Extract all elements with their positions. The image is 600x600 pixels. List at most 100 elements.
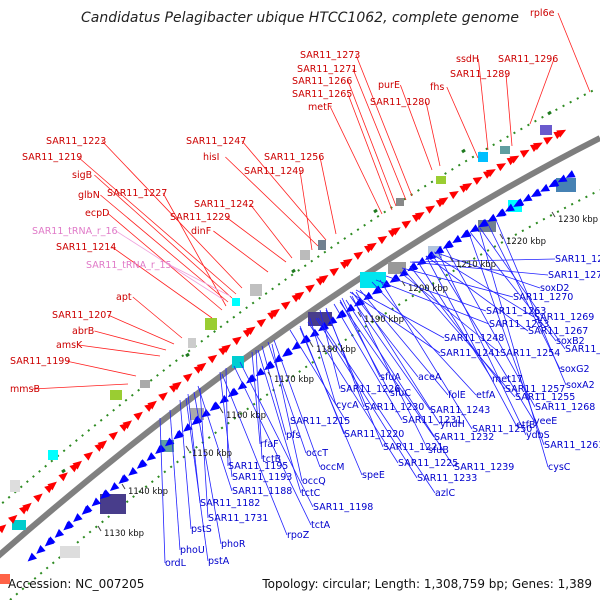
reverse-gene-label[interactable]: sfuC [390,388,411,399]
forward-gene-label[interactable]: glbN [78,190,100,201]
reverse-gene-label[interactable]: etfA [476,390,496,401]
reverse-gene-label[interactable]: SAR11_1263 [486,306,546,317]
reverse-gene-label[interactable]: SAR11_1198 [313,502,373,513]
reverse-gene-label[interactable]: ydbS [526,430,550,441]
reverse-gene-label[interactable]: cysC [548,462,571,473]
forward-gene-label[interactable]: abrB [72,326,94,337]
reverse-gene-label[interactable]: SAR11_1193 [232,472,292,483]
forward-gene-label[interactable]: metF [308,102,332,113]
forward-gene-label[interactable]: SAR11_1271 [297,64,357,75]
reverse-gene-label[interactable]: SAR11_1225 [398,458,458,469]
forward-gene-label[interactable]: SAR11_1223 [46,136,106,147]
reverse-gene-label[interactable]: SAR11_1226 [340,384,400,395]
forward-gene-label[interactable]: SAR11_1296 [498,54,558,65]
forward-gene-label[interactable]: SAR11_1199 [10,356,70,367]
reverse-gene-label[interactable]: SAR11_1230 [364,402,424,413]
forward-gene-label[interactable]: ssdH [456,54,479,65]
forward-gene-label[interactable]: SAR11_1273 [300,50,360,61]
forward-gene-label[interactable]: rpl6e [530,8,555,19]
reverse-gene-label[interactable]: SAR11_1254 [500,348,560,359]
reverse-gene-label[interactable]: SAR11_1253 [489,319,549,330]
reverse-gene-label[interactable]: yeeE [534,416,557,427]
reverse-gene-label[interactable]: pfs [286,430,300,441]
reverse-gene-label[interactable]: ordL [165,558,187,569]
forward-gene-label[interactable]: SAR11_1265 [292,89,352,100]
forward-gene-label[interactable]: SAR11_1256 [264,152,324,163]
reverse-gene-label[interactable]: soxD2 [540,283,569,294]
forward-gene-label[interactable]: SAR11_1266 [292,76,352,87]
reverse-gene-label[interactable]: SAR11_1221 [383,442,443,453]
forward-gene-label[interactable]: mmsB [10,384,40,395]
reverse-gene-label[interactable]: occQ [302,476,326,487]
reverse-gene-label[interactable]: soxB2 [556,336,585,347]
reverse-gene-label[interactable]: tctA [311,520,331,531]
rna-gene-label[interactable]: SAR11_tRNA_r_15 [86,260,172,271]
reverse-gene-label[interactable]: SAR11_1279 [548,270,600,281]
reverse-gene-label[interactable]: SAR11_1267 [528,326,588,337]
reverse-gene-label[interactable]: SAR11_1239 [454,462,514,473]
forward-gene-label[interactable]: SAR11_1219 [22,152,82,163]
reverse-gene-label[interactable]: SAR11_1275 [565,344,600,355]
reverse-gene-label[interactable]: rpoZ [287,530,310,541]
forward-gene-label[interactable]: SAR11_1229 [170,212,230,223]
reverse-gene-label[interactable]: SAR11_1269 [534,312,594,323]
reverse-gene-label[interactable]: SAR11_1195 [228,461,288,472]
reverse-gene-label[interactable]: pstS [191,524,212,535]
forward-gene-label[interactable]: purE [378,80,400,91]
reverse-gene-label[interactable]: SAR11_1268 [535,402,595,413]
forward-gene-label[interactable]: SAR11_1249 [244,166,304,177]
reverse-gene-label[interactable]: soxA2 [566,380,595,391]
reverse-gene-label[interactable]: SAR11_1241 [440,348,500,359]
reverse-gene-label[interactable]: rfaF [260,439,279,450]
forward-gene-label[interactable]: ecpD [85,208,109,219]
reverse-gene-label[interactable]: sfuB [428,445,449,456]
reverse-gene-label[interactable]: SAR11_1182 [200,498,260,509]
reverse-gene-label[interactable]: SAR11_1233 [417,473,477,484]
forward-gene-label[interactable]: SAR11_1289 [450,69,510,80]
reverse-gene-label[interactable]: SAR11_1231 [402,415,462,426]
reverse-gene-label[interactable]: SAR11_1248 [444,333,504,344]
reverse-gene-label[interactable]: occM [320,462,344,473]
forward-gene-label[interactable]: SAR11_1214 [56,242,116,253]
reverse-gene-label[interactable]: SAR11_1250 [472,424,532,435]
reverse-gene-label[interactable]: SAR11_1232 [434,432,494,443]
reverse-gene-label[interactable]: sfuA [380,372,401,383]
reverse-gene-label[interactable]: phoU [180,545,205,556]
reverse-gene-label[interactable]: SAR11_1257 [505,384,565,395]
forward-gene-label[interactable]: hisI [203,152,219,163]
reverse-gene-label[interactable]: soxG2 [560,364,590,375]
reverse-gene-label[interactable]: phoR [221,539,246,550]
forward-gene-label[interactable]: amsK [56,340,83,351]
reverse-gene-label[interactable]: pstA [208,556,230,567]
reverse-gene-label[interactable]: azlC [435,488,455,499]
reverse-gene-label[interactable]: aceA [418,372,442,383]
forward-gene-label[interactable]: SAR11_1207 [52,310,112,321]
reverse-gene-label[interactable]: SAR11_1731 [208,513,268,524]
reverse-gene-label[interactable]: met17 [492,374,523,385]
forward-gene-label[interactable]: SAR11_1242 [194,199,254,210]
forward-gene-label[interactable]: SAR11_1247 [186,136,246,147]
reverse-gene-label[interactable]: SAR11_1243 [430,405,490,416]
reverse-gene-label[interactable]: SAR11_1270 [513,292,573,303]
reverse-gene-label[interactable]: occT [306,448,328,459]
reverse-gene-label[interactable]: yhdH [440,419,465,430]
reverse-gene-label[interactable]: speE [362,470,385,481]
reverse-gene-label[interactable]: etfB [516,420,535,431]
reverse-gene-label[interactable]: SAR11_1255 [515,392,575,403]
reverse-gene-label[interactable]: SAR11_1287 [555,254,600,265]
forward-gene-label[interactable]: SAR11_1280 [370,97,430,108]
rna-gene-label[interactable]: SAR11_tRNA_r_16 [32,226,118,237]
reverse-gene-label[interactable]: SAR11_1220 [344,429,404,440]
reverse-gene-label[interactable]: folE [448,390,466,401]
forward-gene-label[interactable]: fhs [430,82,444,93]
forward-gene-label[interactable]: dinF [191,226,211,237]
reverse-gene-label[interactable]: SAR11_1261 [544,440,600,451]
forward-gene-label[interactable]: sigB [72,170,92,181]
reverse-gene-label[interactable]: SAR11_1188 [232,486,292,497]
forward-gene-label[interactable]: SAR11_1227 [107,188,167,199]
reverse-gene-label[interactable]: tctB [262,454,281,465]
forward-gene-label[interactable]: apt [116,292,132,303]
reverse-gene-label[interactable]: tctC [301,488,321,499]
reverse-gene-label[interactable]: SAR11_1215 [290,416,350,427]
reverse-gene-label[interactable]: cycA [336,400,359,411]
